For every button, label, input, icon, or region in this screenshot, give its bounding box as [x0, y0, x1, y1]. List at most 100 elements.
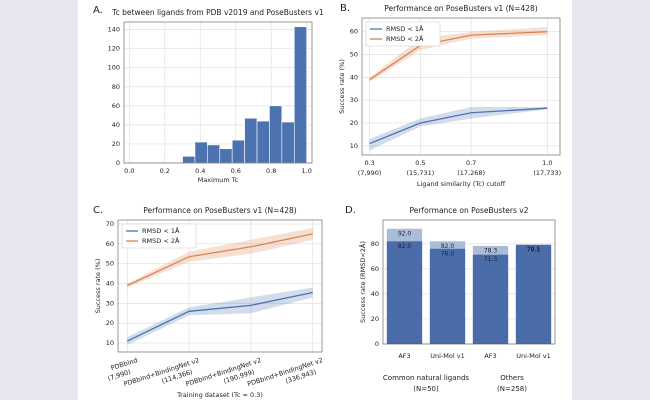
x-tick-count: (15,731) — [406, 169, 434, 177]
histogram-bar — [244, 117, 258, 164]
y-tick-label: 50 — [350, 51, 358, 59]
x-tick-count: (17,733) — [533, 169, 561, 177]
y-tick-label: 0 — [116, 159, 120, 167]
legend-label: RMSD < 2Å — [142, 236, 180, 245]
chart-title: Performance on PoseBusters v1 (N=428) — [143, 206, 296, 215]
histogram-bar — [269, 105, 283, 164]
legend-label: RMSD < 2Å — [386, 34, 424, 43]
group-label: Others — [500, 374, 524, 382]
histogram-bar — [293, 26, 307, 164]
y-tick-label: 20 — [371, 315, 379, 323]
confidence-band — [127, 227, 313, 288]
y-tick-label: 50 — [106, 260, 114, 268]
y-tick-label: 30 — [350, 96, 358, 104]
x-tick-label: 0.2 — [160, 167, 170, 175]
y-tick-label: 60 — [371, 265, 379, 273]
y-tick-label: 10 — [106, 339, 114, 347]
x-tick-label: 1.0 — [542, 159, 552, 167]
x-tick-label: AF3 — [398, 352, 410, 360]
x-tick-label: 0.8 — [266, 167, 276, 175]
series-line — [126, 291, 313, 342]
y-tick-label: 20 — [106, 319, 114, 327]
x-tick-label: 0.7 — [466, 159, 476, 167]
y-axis-label: Success rate (RMSD<2Å) — [358, 241, 367, 323]
panel-label: B. — [340, 3, 350, 14]
histogram-bar — [207, 144, 221, 164]
value-label: 78.3 — [484, 247, 498, 254]
histogram-bar — [281, 121, 295, 164]
panel-label: D. — [345, 205, 356, 216]
y-tick-label: 100 — [108, 64, 120, 72]
y-tick-label: 140 — [108, 26, 120, 34]
x-tick-label: 0.3 — [364, 159, 374, 167]
x-tick-count: (17,268) — [457, 169, 485, 177]
y-tick-label: 40 — [106, 280, 114, 288]
series-line — [369, 107, 548, 145]
x-axis-label: Ligand similarity (Tc) cutoff — [417, 180, 506, 188]
value-label: 92.0 — [398, 230, 412, 237]
bar — [429, 248, 466, 344]
histogram-bar — [194, 141, 208, 164]
histogram-bar — [219, 148, 233, 164]
series-line — [126, 233, 313, 287]
x-tick-count: (7,990) — [358, 169, 382, 177]
panel-label: C. — [93, 205, 103, 216]
y-tick-label: 70 — [106, 220, 114, 228]
value-label: 82.0 — [441, 243, 455, 250]
series-line — [369, 31, 548, 81]
x-tick-label: AF3 — [484, 352, 496, 360]
x-axis-label: Training dataset (Tc = 0.3) — [176, 391, 263, 399]
plot-frame — [382, 219, 556, 345]
legend-box — [121, 223, 197, 249]
x-tick-label: 0.4 — [195, 167, 205, 175]
y-axis-label: Success rate (%) — [94, 259, 102, 314]
x-tick-label: Uni-Mol v1 — [430, 352, 464, 360]
chart-title: Performance on PoseBusters v2 — [410, 206, 529, 215]
chart-title: Tc between ligands from PDB v2019 and Po… — [111, 8, 324, 17]
x-tick-label: Uni-Mol v1 — [516, 352, 550, 360]
bar — [386, 241, 423, 344]
y-tick-label: 60 — [350, 28, 358, 36]
group-label: Common natural ligands — [383, 374, 469, 382]
y-tick-label: 40 — [350, 73, 358, 81]
y-tick-label: 10 — [350, 142, 358, 150]
plot-frame — [361, 17, 561, 156]
y-tick-label: 30 — [106, 299, 114, 307]
legend-box — [365, 21, 441, 47]
plot-frame — [123, 21, 313, 164]
y-tick-label: 40 — [112, 121, 120, 129]
y-axis-label: Success rate (%) — [338, 59, 346, 114]
value-label: 82.0 — [398, 243, 412, 250]
value-label: 76.0 — [441, 250, 455, 257]
value-label: 79.1 — [527, 246, 541, 253]
group-note: (N=258) — [497, 385, 527, 393]
x-tick-label: 0.0 — [124, 167, 134, 175]
y-tick-label: 40 — [371, 290, 379, 298]
plot-frame — [117, 219, 323, 353]
y-tick-label: 20 — [350, 119, 358, 127]
histogram-bar — [231, 139, 245, 164]
histogram-bar — [256, 120, 270, 164]
y-tick-label: 80 — [112, 83, 120, 91]
bar — [472, 254, 509, 344]
x-axis-label: Maximum Tc — [198, 176, 239, 184]
value-label: 71.3 — [484, 256, 498, 263]
x-tick-label: 0.5 — [415, 159, 425, 167]
value-label: 79.5 — [527, 246, 541, 253]
legend-label: RMSD < 1Å — [142, 226, 180, 235]
y-tick-label: 0 — [375, 340, 379, 348]
y-tick-label: 60 — [112, 102, 120, 110]
y-tick-label: 20 — [112, 140, 120, 148]
y-tick-label: 60 — [106, 240, 114, 248]
x-tick-label: 0.6 — [231, 167, 241, 175]
y-tick-label: 120 — [108, 45, 120, 53]
chart-title: Performance on PoseBusters v1 (N=428) — [384, 4, 537, 13]
y-tick-label: 80 — [371, 240, 379, 248]
group-note: (N=50) — [413, 385, 439, 393]
bar — [515, 244, 552, 344]
panel-label: A. — [93, 5, 103, 16]
x-tick-label: 1.0 — [302, 167, 312, 175]
legend-label: RMSD < 1Å — [386, 24, 424, 33]
